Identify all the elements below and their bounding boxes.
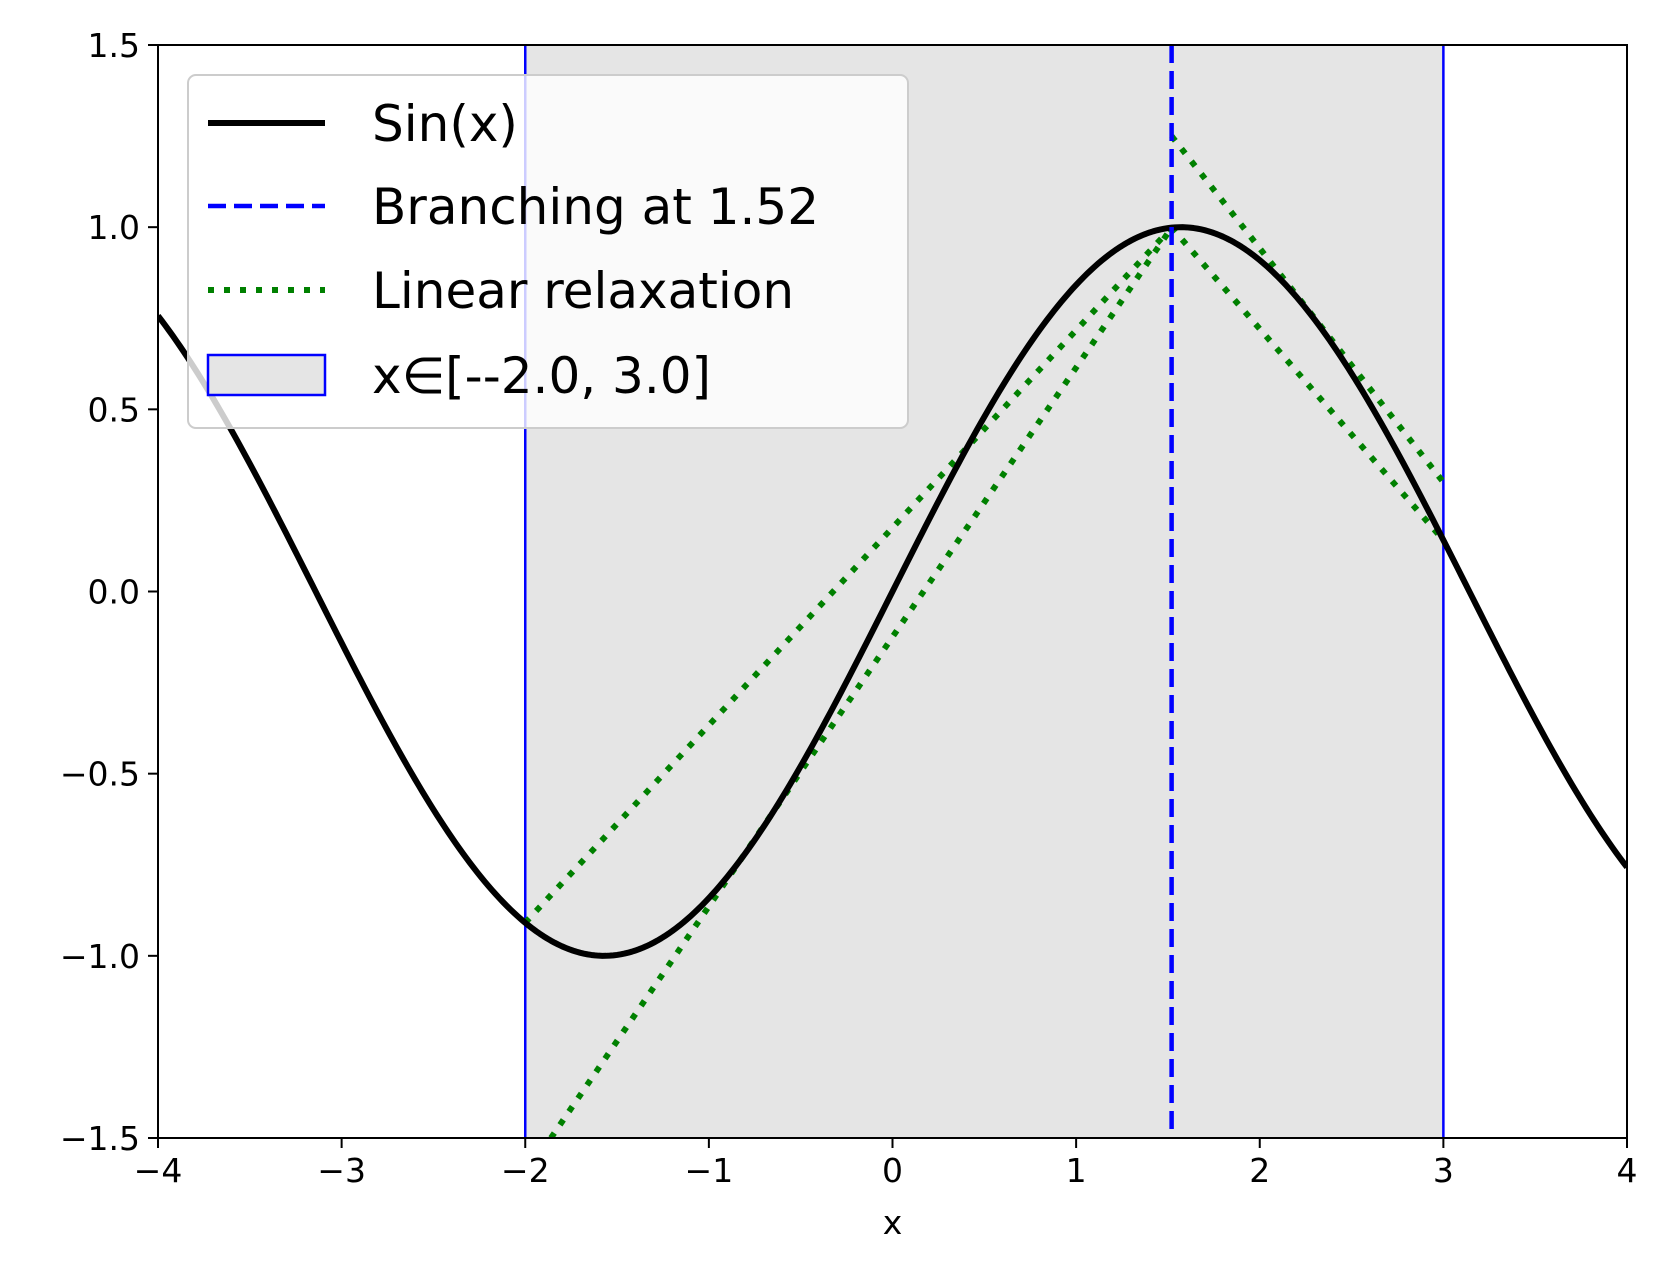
x-tick-label: 2: [1249, 1151, 1270, 1190]
y-tick-label: 1.5: [88, 26, 140, 65]
sin-curve: [158, 224, 1627, 959]
x-tick-label: −3: [317, 1151, 366, 1190]
axes: −4 −3 −2 −1 0 1 2 3 4 −1.5 −1.0 −0.5 0.0 0.5 1.0 1.5 x: [60, 26, 1638, 1242]
x-tick-label: −4: [134, 1151, 183, 1190]
x-tick-label: 0: [882, 1151, 903, 1190]
legend-label: x∈[--2.0, 3.0]: [372, 347, 711, 405]
y-tick-label: −1.0: [60, 937, 140, 976]
y-tick-label: 1.0: [88, 208, 140, 247]
legend-label: Sin(x): [372, 95, 518, 153]
y-tick-label: 0.0: [88, 573, 140, 612]
x-tick-label: −1: [685, 1151, 734, 1190]
legend-label: Linear relaxation: [372, 262, 794, 320]
x-tick-label: 3: [1433, 1151, 1454, 1190]
legend: Sin(x) Branching at 1.52 Linear relaxation…: [187, 74, 909, 429]
x-tick-label: −2: [501, 1151, 550, 1190]
x-tick-label: 4: [1617, 1151, 1638, 1190]
legend-box: [187, 74, 909, 429]
y-tick-label: −1.5: [60, 1119, 140, 1158]
x-axis-label: x: [883, 1203, 903, 1242]
y-tick-label: −0.5: [60, 755, 140, 794]
y-tick-label: 0.5: [88, 390, 140, 429]
linear-relaxation-segment-4: [1169, 225, 1446, 543]
x-tick-label: 1: [1066, 1151, 1087, 1190]
legend-label: Branching at 1.52: [372, 178, 819, 236]
legend-interval-handle: [206, 353, 327, 397]
